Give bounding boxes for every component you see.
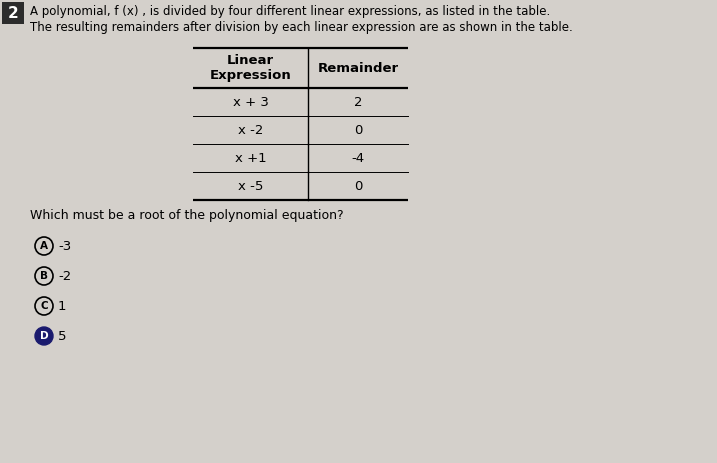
- Text: 1: 1: [58, 300, 67, 313]
- Text: 2: 2: [353, 95, 362, 108]
- Text: 0: 0: [353, 124, 362, 137]
- Text: Which must be a root of the polynomial equation?: Which must be a root of the polynomial e…: [30, 209, 343, 223]
- Text: 2: 2: [8, 6, 19, 20]
- Text: Remainder: Remainder: [318, 62, 399, 75]
- FancyBboxPatch shape: [2, 2, 24, 24]
- Text: x -5: x -5: [238, 180, 263, 193]
- Text: -4: -4: [351, 151, 364, 164]
- Text: x + 3: x + 3: [232, 95, 268, 108]
- Text: x -2: x -2: [238, 124, 263, 137]
- Text: -3: -3: [58, 239, 71, 252]
- Text: A: A: [40, 241, 48, 251]
- Text: 0: 0: [353, 180, 362, 193]
- Text: B: B: [40, 271, 48, 281]
- Text: Linear
Expression: Linear Expression: [209, 54, 291, 82]
- Text: x +1: x +1: [234, 151, 266, 164]
- Text: C: C: [40, 301, 48, 311]
- Text: 5: 5: [58, 330, 67, 343]
- Circle shape: [35, 327, 53, 345]
- Text: -2: -2: [58, 269, 71, 282]
- Text: The resulting remainders after division by each linear expression are as shown i: The resulting remainders after division …: [30, 20, 573, 33]
- Text: A polynomial, f (x) , is divided by four different linear expressions, as listed: A polynomial, f (x) , is divided by four…: [30, 6, 550, 19]
- Text: D: D: [39, 331, 48, 341]
